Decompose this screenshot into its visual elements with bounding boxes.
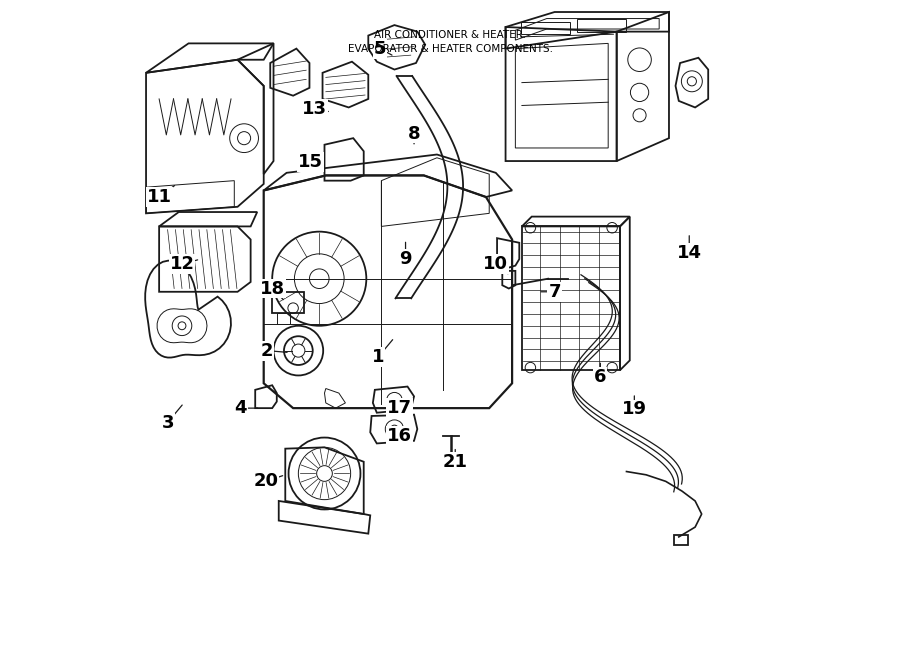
Bar (673, 535, 688, 545)
Text: 15: 15 (298, 154, 323, 171)
Bar (277, 312, 290, 324)
Text: AIR CONDITIONER & HEATER.
EVAPORATOR & HEATER COMPONENTS.: AIR CONDITIONER & HEATER. EVAPORATOR & H… (347, 30, 553, 54)
Text: 12: 12 (169, 256, 194, 273)
Text: 7: 7 (548, 283, 561, 301)
Text: 18: 18 (259, 279, 284, 297)
Text: 14: 14 (677, 244, 702, 261)
Text: 9: 9 (400, 250, 412, 268)
Text: 11: 11 (147, 188, 172, 206)
Text: 10: 10 (483, 256, 508, 273)
Bar (578, 19, 626, 32)
Text: 19: 19 (622, 401, 647, 418)
Text: 13: 13 (302, 100, 328, 118)
Text: 2: 2 (261, 342, 274, 359)
Text: 21: 21 (443, 453, 468, 471)
Text: 6: 6 (594, 368, 607, 386)
Text: 20: 20 (253, 473, 278, 491)
Text: 4: 4 (235, 399, 248, 417)
Text: 16: 16 (387, 426, 412, 445)
Bar (445, 455, 458, 467)
Text: 3: 3 (161, 414, 174, 432)
Text: 17: 17 (387, 399, 412, 417)
Text: 8: 8 (408, 124, 420, 142)
Bar (520, 23, 570, 34)
Text: 1: 1 (372, 348, 384, 366)
Bar (272, 292, 303, 312)
Text: 5: 5 (374, 40, 386, 58)
